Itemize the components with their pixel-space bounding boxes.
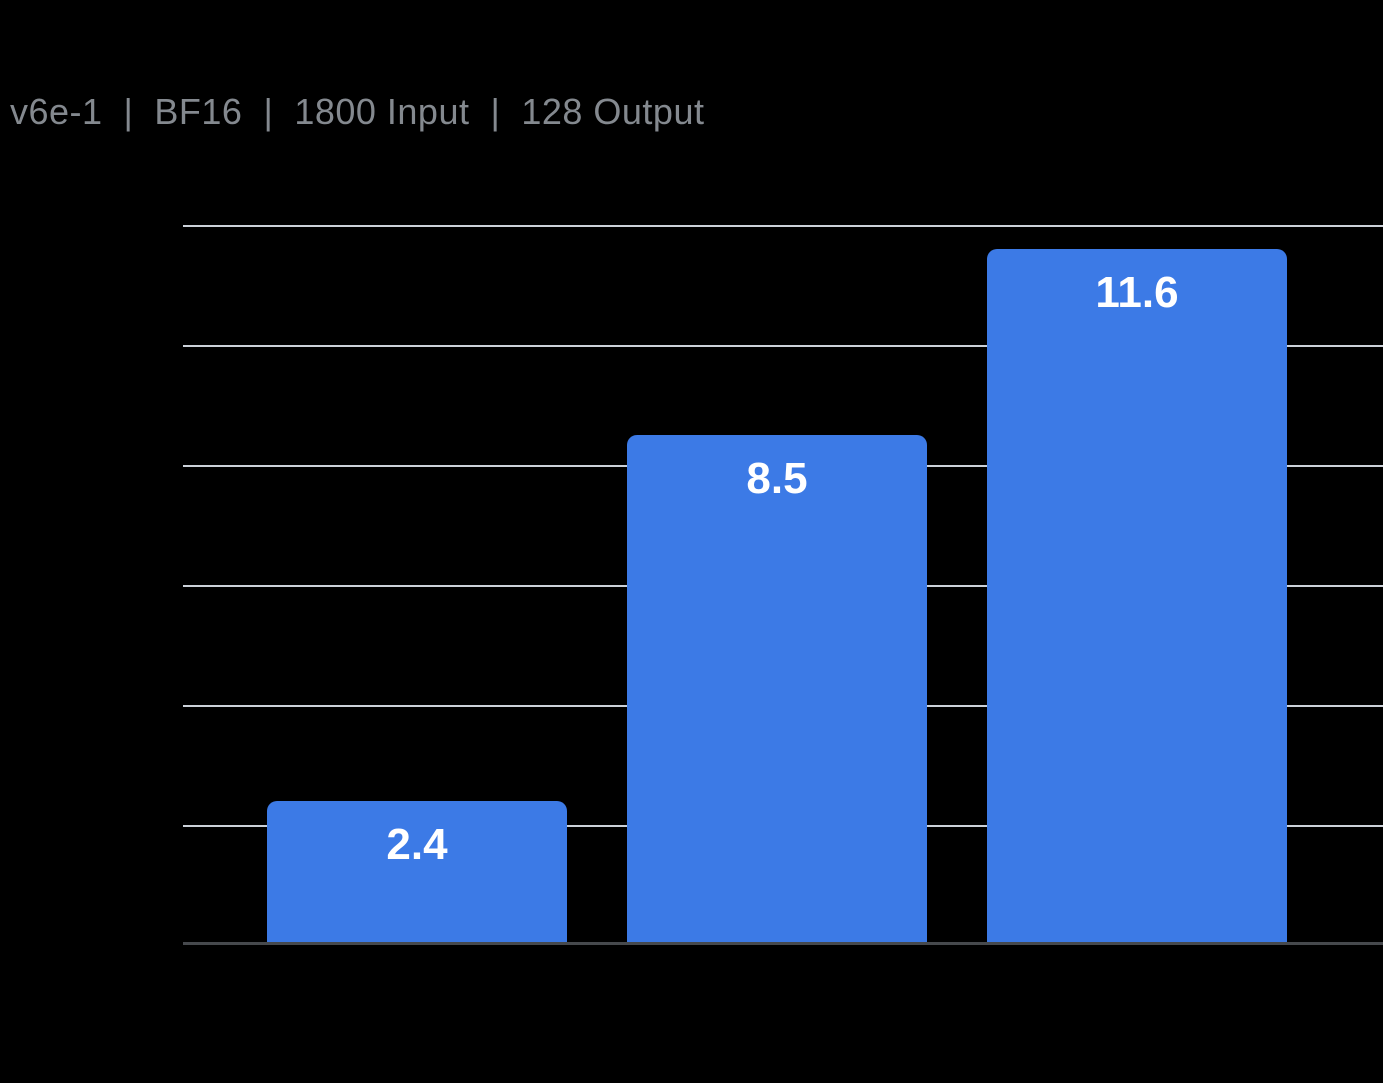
chart-title: v6e-1 | BF16 | 1800 Input | 128 Output [10,91,705,132]
bar-3: 11.6 [987,249,1287,945]
plot-area: 2.4 8.5 11.6 [183,225,1383,945]
bar-value-label: 11.6 [1095,268,1179,317]
x-axis-line [183,942,1383,945]
bar-value-label: 2.4 [386,820,448,869]
gridline [183,225,1383,227]
bar-1: 2.4 [267,801,567,945]
bar-2: 8.5 [627,435,927,945]
bar-value-label: 8.5 [746,454,808,503]
gridline [183,345,1383,347]
